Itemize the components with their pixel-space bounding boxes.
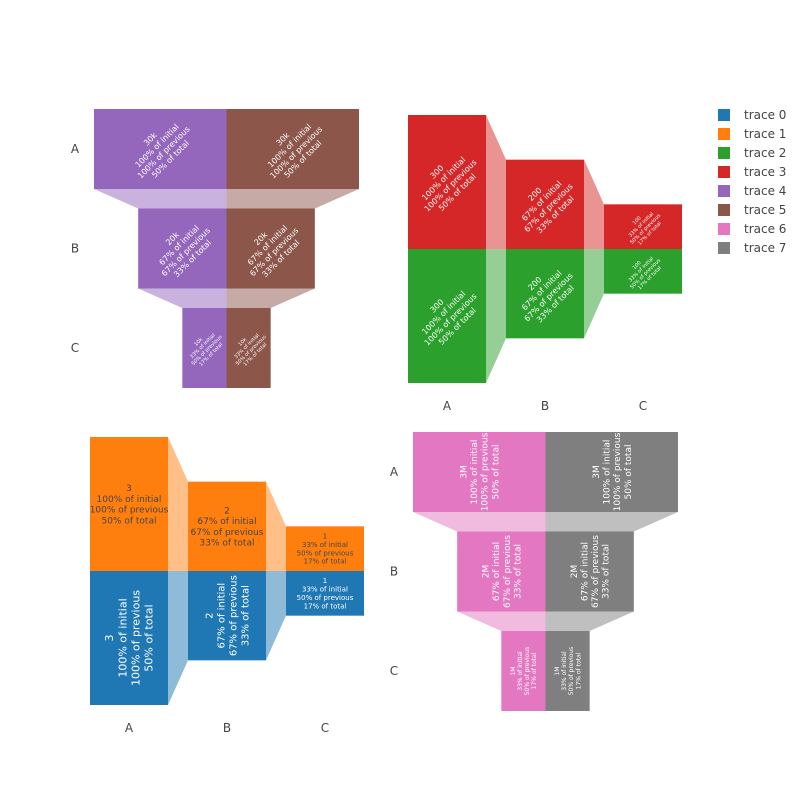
legend-item[interactable]: trace 6 — [718, 222, 786, 236]
funnel-bar[interactable] — [545, 531, 634, 612]
funnel-bar[interactable] — [94, 109, 227, 189]
category-tick-label: A — [125, 721, 134, 735]
funnel-bar[interactable] — [286, 571, 364, 616]
legend-item[interactable]: trace 0 — [718, 108, 786, 122]
category-tick-label: B — [390, 565, 398, 579]
funnel-connector — [545, 512, 678, 532]
category-tick-label: B — [541, 399, 549, 413]
data-label: 2M67% of initial67% of previous33% of to… — [482, 535, 524, 608]
funnel-subplot-4: 3M100% of initial100% of previous50% of … — [390, 432, 678, 711]
funnel-subplot-2: 300100% of initial100% of previous50% of… — [408, 115, 682, 413]
legend-label: trace 2 — [744, 146, 786, 160]
funnel-subplot-1: 30k100% of initial100% of previous50% of… — [71, 109, 359, 388]
funnel-bar[interactable] — [182, 308, 227, 388]
funnel-bar[interactable] — [501, 631, 546, 711]
legend-swatch — [718, 166, 730, 178]
category-tick-label: C — [321, 721, 329, 735]
data-label: 1 33% of initial 50% of previous 17% of tot… — [297, 533, 354, 566]
data-label: 3M100% of initial100% of previous50% of … — [459, 432, 501, 511]
legend-label: trace 5 — [744, 203, 786, 217]
funnel-bar[interactable] — [545, 432, 679, 512]
legend-swatch — [718, 242, 730, 254]
legend: trace 0 trace 1 trace 2 trace 3 trace 4 trace… — [718, 108, 786, 255]
legend-item[interactable]: trace 2 — [718, 146, 786, 160]
funnel-connector — [168, 571, 188, 705]
legend-label: trace 3 — [744, 165, 786, 179]
funnel-bar[interactable] — [506, 249, 584, 339]
category-tick-label: C — [390, 664, 398, 678]
funnel-bar[interactable] — [457, 531, 546, 612]
funnel-connector — [545, 611, 634, 631]
data-label: 3100% of initial100% of previous50% of t… — [103, 590, 156, 686]
funnel-bar[interactable] — [226, 208, 315, 289]
data-label: 1M33% of initial50% of previous17% of to… — [510, 647, 538, 696]
funnel-connector — [584, 249, 604, 339]
category-tick-label: C — [71, 341, 79, 355]
legend-swatch — [718, 109, 730, 121]
funnel-connector — [94, 189, 227, 209]
legend-swatch — [718, 223, 730, 235]
data-label: 2M67% of initial67% of previous33% of to… — [570, 535, 612, 608]
funnel-connector — [584, 159, 604, 249]
data-label: 1 33% of initial 50% of previous 17% of tot… — [297, 577, 354, 610]
legend-label: trace 4 — [744, 184, 786, 198]
funnel-bar[interactable] — [188, 571, 266, 661]
funnel-connector — [226, 189, 359, 209]
funnel-connector — [413, 512, 546, 532]
funnel-bar[interactable] — [506, 159, 584, 249]
legend-item[interactable]: trace 4 — [718, 184, 786, 198]
legend-label: trace 6 — [744, 222, 786, 236]
category-tick-label: B — [71, 242, 79, 256]
funnel-connector — [486, 249, 506, 383]
legend-item[interactable]: trace 5 — [718, 203, 786, 217]
funnel-bar[interactable] — [286, 526, 364, 571]
funnel-bar[interactable] — [408, 249, 486, 383]
funnel-bar[interactable] — [226, 109, 360, 189]
legend-swatch — [718, 128, 730, 140]
funnel-subplot-3: 3100% of initial100% of previous50% of t… — [90, 437, 364, 735]
category-tick-label: B — [223, 721, 231, 735]
funnel-connector — [266, 571, 286, 661]
funnel-bar[interactable] — [545, 631, 590, 711]
funnel-connector — [226, 288, 315, 308]
funnel-bar[interactable] — [604, 249, 682, 294]
legend-swatch — [718, 147, 730, 159]
legend-label: trace 0 — [744, 108, 786, 122]
legend-item[interactable]: trace 3 — [718, 165, 786, 179]
category-tick-label: A — [443, 399, 452, 413]
funnel-connector — [486, 115, 506, 249]
funnel-bar[interactable] — [413, 432, 546, 512]
funnel-bar[interactable] — [604, 204, 682, 249]
data-label: 1M33% of initial50% of previous17% of to… — [554, 647, 582, 696]
funnel-connector — [138, 288, 227, 308]
funnel-connector — [266, 481, 286, 571]
legend-item[interactable]: trace 7 — [718, 241, 786, 255]
funnel-bar[interactable] — [90, 571, 168, 705]
funnel-bar[interactable] — [408, 115, 486, 249]
category-tick-label: C — [639, 399, 647, 413]
funnel-bar[interactable] — [188, 481, 266, 571]
funnel-bar[interactable] — [226, 308, 271, 388]
legend-label: trace 7 — [744, 241, 786, 255]
data-label: 3M100% of initial100% of previous50% of … — [592, 432, 634, 511]
category-tick-label: A — [71, 142, 80, 156]
funnel-bar[interactable] — [90, 437, 168, 571]
legend-label: trace 1 — [744, 127, 786, 141]
funnel-connector — [457, 611, 546, 631]
funnel-connector — [168, 437, 188, 571]
funnel-bar[interactable] — [138, 208, 227, 289]
data-label: 267% of initial67% of previous33% of tot… — [205, 575, 252, 656]
legend-swatch — [718, 185, 730, 197]
legend-item[interactable]: trace 1 — [718, 127, 786, 141]
category-tick-label: A — [390, 465, 399, 479]
legend-swatch — [718, 204, 730, 216]
